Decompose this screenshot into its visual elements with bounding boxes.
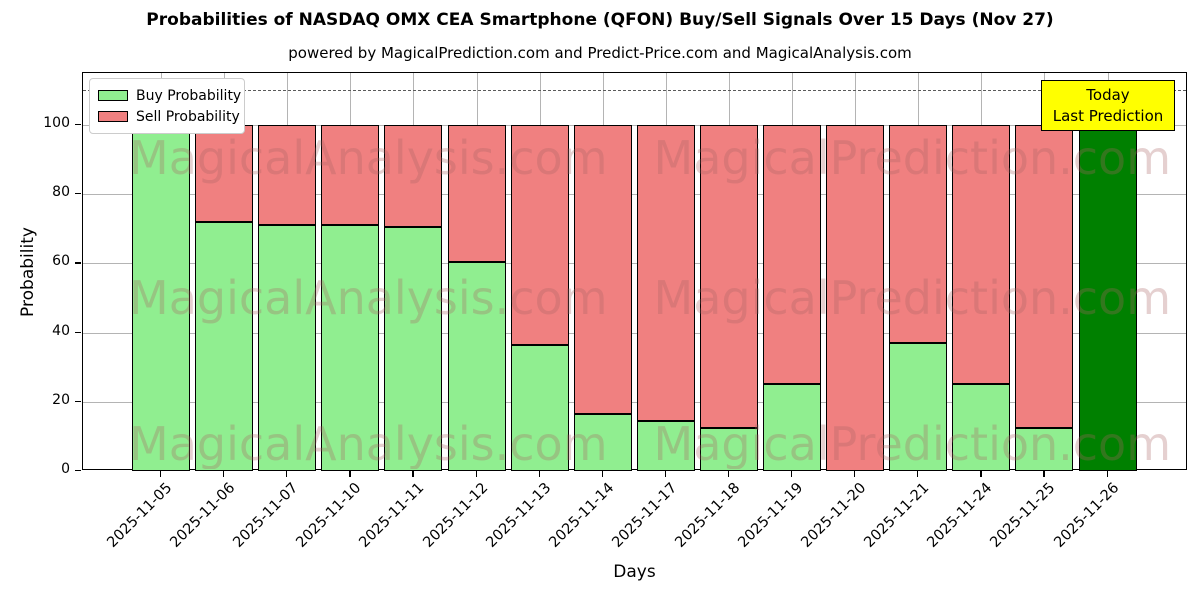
x-tick-mark: [1043, 471, 1045, 477]
bar-2025-11-12-buy: [447, 261, 506, 471]
bar-2025-11-26-today: [1078, 124, 1137, 471]
y-tick-mark: [75, 400, 81, 403]
bar-2025-11-18-buy: [699, 427, 758, 471]
y-tick-mark: [75, 470, 81, 472]
gridline-y-80: [83, 194, 1186, 196]
bar-2025-11-25-sell: [1015, 124, 1074, 428]
legend: Buy Probability Sell Probability: [89, 78, 245, 134]
y-tick-label-20: 20: [52, 391, 70, 408]
gridline-y-20: [83, 401, 1186, 403]
y-tick-mark: [75, 262, 81, 264]
today-annotation-line1: Today: [1086, 85, 1130, 104]
bar-2025-11-14-buy: [573, 413, 632, 471]
gridline-y-60: [83, 263, 1186, 265]
legend-label-sell: Sell Probability: [136, 108, 240, 125]
today-annotation-box: Today Last Prediction: [1041, 80, 1175, 131]
bar-2025-11-10-sell: [321, 124, 380, 226]
bar-2025-11-17-buy: [636, 420, 695, 471]
y-tick-label-100: 100: [43, 114, 70, 131]
bar-2025-11-21-buy: [889, 342, 948, 471]
y-tick-mark: [75, 331, 81, 333]
bar-2025-11-13-sell: [510, 124, 569, 345]
y-tick-label-80: 80: [52, 184, 70, 201]
bar-2025-11-20-sell: [826, 124, 885, 471]
today-annotation-line2: Last Prediction: [1052, 106, 1164, 125]
x-tick-mark: [160, 471, 162, 477]
x-tick-mark: [791, 471, 793, 477]
x-tick-mark: [412, 471, 414, 477]
plot-area: MagicalAnalysis.com MagicalPrediction.co…: [82, 72, 1187, 471]
x-tick-mark: [475, 471, 477, 477]
sell-swatch-icon: [98, 111, 128, 122]
bar-2025-11-19-sell: [763, 124, 821, 385]
bar-2025-11-07-buy: [258, 225, 317, 471]
bar-2025-11-25-buy: [1015, 427, 1074, 471]
x-tick-mark: [727, 471, 730, 477]
bar-2025-11-06-buy: [195, 221, 254, 471]
legend-item-sell: Sell Probability: [98, 106, 240, 127]
y-tick-label-0: 0: [61, 461, 70, 477]
threshold-dashed-line: [83, 90, 1186, 92]
y-tick-mark: [75, 123, 81, 126]
chart-title: Probabilities of NASDAQ OMX CEA Smartpho…: [146, 10, 1054, 30]
bar-2025-11-11-buy: [384, 227, 443, 471]
gridline-y-100: [83, 124, 1186, 126]
bar-2025-11-07-sell: [258, 124, 317, 226]
bar-2025-11-14-sell: [573, 124, 632, 414]
y-tick-label-60: 60: [52, 253, 70, 270]
x-tick-mark: [1106, 471, 1108, 477]
x-axis-label: Days: [613, 562, 656, 582]
bar-2025-11-10-buy: [321, 225, 380, 471]
buy-swatch-icon: [98, 90, 128, 101]
bar-2025-11-11-sell: [384, 124, 443, 227]
x-tick-mark: [223, 471, 225, 477]
bar-2025-11-21-sell: [889, 124, 948, 343]
bar-2025-11-05-buy: [132, 124, 190, 471]
x-tick-mark: [601, 471, 603, 477]
y-tick-label-40: 40: [52, 322, 70, 339]
chart-subtitle: powered by MagicalPrediction.com and Pre…: [288, 44, 912, 62]
bar-2025-11-13-buy: [510, 344, 569, 471]
x-tick-mark: [349, 471, 351, 477]
bar-2025-11-17-sell: [636, 124, 695, 421]
y-tick-mark: [75, 193, 81, 195]
gridline-y-40: [83, 332, 1186, 334]
y-axis-label: Probability: [18, 227, 38, 317]
bar-2025-11-19-buy: [763, 384, 821, 471]
x-tick-mark: [917, 471, 919, 477]
bar-2025-11-12-sell: [447, 124, 506, 262]
legend-label-buy: Buy Probability: [136, 87, 242, 104]
x-tick-mark: [538, 471, 540, 477]
x-tick-mark: [664, 471, 667, 477]
bar-2025-11-24-sell: [952, 124, 1011, 385]
legend-item-buy: Buy Probability: [98, 85, 241, 106]
bar-2025-11-06-sell: [195, 124, 254, 222]
x-tick-mark: [286, 471, 288, 477]
bar-2025-11-24-buy: [952, 384, 1011, 471]
bar-2025-11-18-sell: [699, 124, 758, 428]
x-tick-mark: [854, 471, 856, 477]
x-tick-mark: [980, 471, 982, 477]
